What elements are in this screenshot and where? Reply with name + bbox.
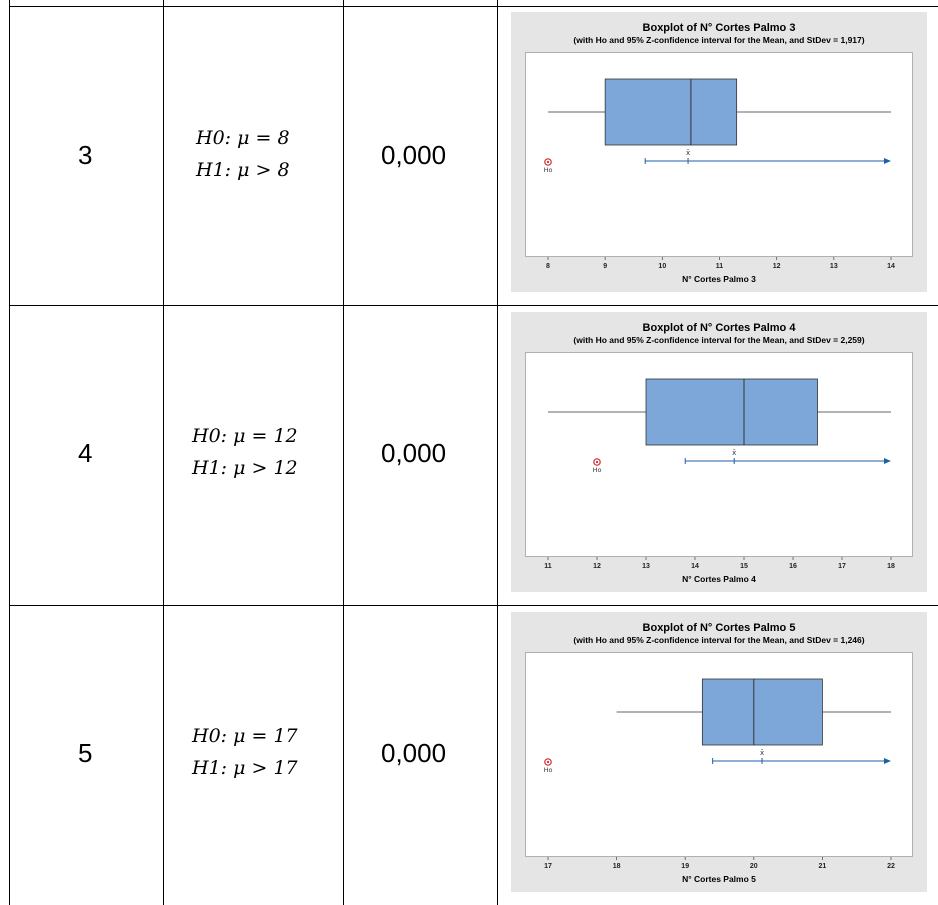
x-tick-label: 17 xyxy=(544,863,552,870)
chart-title: Boxplot of N° Cortes Palmo 3 xyxy=(642,22,796,34)
p-value: 0,000 xyxy=(381,140,447,170)
h0-marker-dot xyxy=(595,460,599,464)
null-hypothesis: H0: μ = 8 xyxy=(196,127,290,149)
ci-arrowhead xyxy=(884,158,891,164)
hypotheses-cell: H0: μ = 17 H1: μ > 17 xyxy=(192,720,298,784)
ci-arrowhead xyxy=(884,758,891,764)
x-tick-label: 14 xyxy=(887,263,895,270)
x-tick-label: 14 xyxy=(691,563,699,570)
h0-label: Ho xyxy=(544,766,553,774)
x-tick-label: 12 xyxy=(593,563,601,570)
h0-label: Ho xyxy=(544,166,553,174)
alt-hypothesis: H1: μ > 8 xyxy=(196,159,290,181)
null-hypothesis: H0: μ = 17 xyxy=(192,725,298,747)
chart-subtitle: (with Ho and 95% Z-confidence interval f… xyxy=(573,635,865,645)
chart-subtitle: (with Ho and 95% Z-confidence interval f… xyxy=(573,335,865,345)
table-border-top xyxy=(9,6,938,7)
x-axis-label: N° Cortes Palmo 3 xyxy=(682,274,756,284)
null-hypothesis: H0: μ = 12 xyxy=(192,425,298,447)
p-value: 0,000 xyxy=(381,738,447,768)
h0-marker-dot xyxy=(546,160,550,164)
table-divider-2 xyxy=(343,0,344,905)
x-tick-label: 22 xyxy=(887,863,895,870)
x-tick-label: 18 xyxy=(887,563,895,570)
x-axis-label: N° Cortes Palmo 5 xyxy=(682,874,756,884)
x-tick-label: 19 xyxy=(681,863,689,870)
x-tick-label: 17 xyxy=(838,563,846,570)
iqr-box xyxy=(645,378,818,446)
x-tick-label: 12 xyxy=(773,263,781,270)
h0-marker xyxy=(544,158,552,166)
table-row-divider-2 xyxy=(9,605,938,606)
ci-arrowhead xyxy=(884,458,891,464)
mean-label: x̄ xyxy=(686,149,690,157)
mean-label: x̄ xyxy=(760,749,764,757)
iqr-box xyxy=(701,678,823,746)
x-tick-label: 10 xyxy=(658,263,666,270)
table-divider-1 xyxy=(163,0,164,905)
boxplot-panel: Boxplot of N° Cortes Palmo 4 (with Ho an… xyxy=(511,312,927,592)
x-tick-label: 13 xyxy=(642,563,650,570)
chart-subtitle: (with Ho and 95% Z-confidence interval f… xyxy=(573,35,865,45)
x-tick-label: 21 xyxy=(819,863,827,870)
x-tick-label: 20 xyxy=(750,863,758,870)
row-id: 5 xyxy=(78,738,93,768)
alt-hypothesis: H1: μ > 17 xyxy=(192,757,298,779)
boxplot-chart: x̄ Ho 11 12 13 14 15 16 17 18 xyxy=(544,378,895,570)
x-tick-label: 8 xyxy=(546,263,550,270)
x-tick-label: 16 xyxy=(789,563,797,570)
mean-label: x̄ xyxy=(732,449,736,457)
h0-marker-dot xyxy=(546,760,550,764)
h0-marker xyxy=(544,758,552,766)
hypotheses-cell: H0: μ = 8 H1: μ > 8 xyxy=(196,122,290,186)
row-id: 3 xyxy=(78,140,93,170)
chart-title: Boxplot of N° Cortes Palmo 4 xyxy=(642,322,796,334)
x-tick-label: 11 xyxy=(544,563,552,570)
x-tick-label: 15 xyxy=(740,563,748,570)
x-tick-label: 13 xyxy=(830,263,838,270)
table-row-divider-1 xyxy=(9,305,938,306)
boxplot-panel: Boxplot of N° Cortes Palmo 5 (with Ho an… xyxy=(511,612,927,892)
x-axis-label: N° Cortes Palmo 4 xyxy=(682,574,756,584)
row-id: 4 xyxy=(78,438,93,468)
hypotheses-cell: H0: μ = 12 H1: μ > 12 xyxy=(192,420,298,484)
boxplot-chart: x̄ Ho 17 18 19 20 21 22 xyxy=(544,678,895,870)
p-value: 0,000 xyxy=(381,438,447,468)
iqr-box xyxy=(604,78,738,146)
table-border-left xyxy=(9,0,10,905)
boxplot-panel: Boxplot of N° Cortes Palmo 3 (with Ho an… xyxy=(511,12,927,292)
x-tick-label: 9 xyxy=(603,263,607,270)
alt-hypothesis: H1: μ > 12 xyxy=(192,457,298,479)
h0-label: Ho xyxy=(593,466,602,474)
x-tick-label: 18 xyxy=(613,863,621,870)
chart-title: Boxplot of N° Cortes Palmo 5 xyxy=(642,622,796,634)
x-tick-label: 11 xyxy=(716,263,724,270)
h0-marker xyxy=(593,458,601,466)
boxplot-chart: x̄ Ho 8 9 10 11 12 13 14 xyxy=(544,78,895,270)
table-divider-3 xyxy=(497,0,498,905)
